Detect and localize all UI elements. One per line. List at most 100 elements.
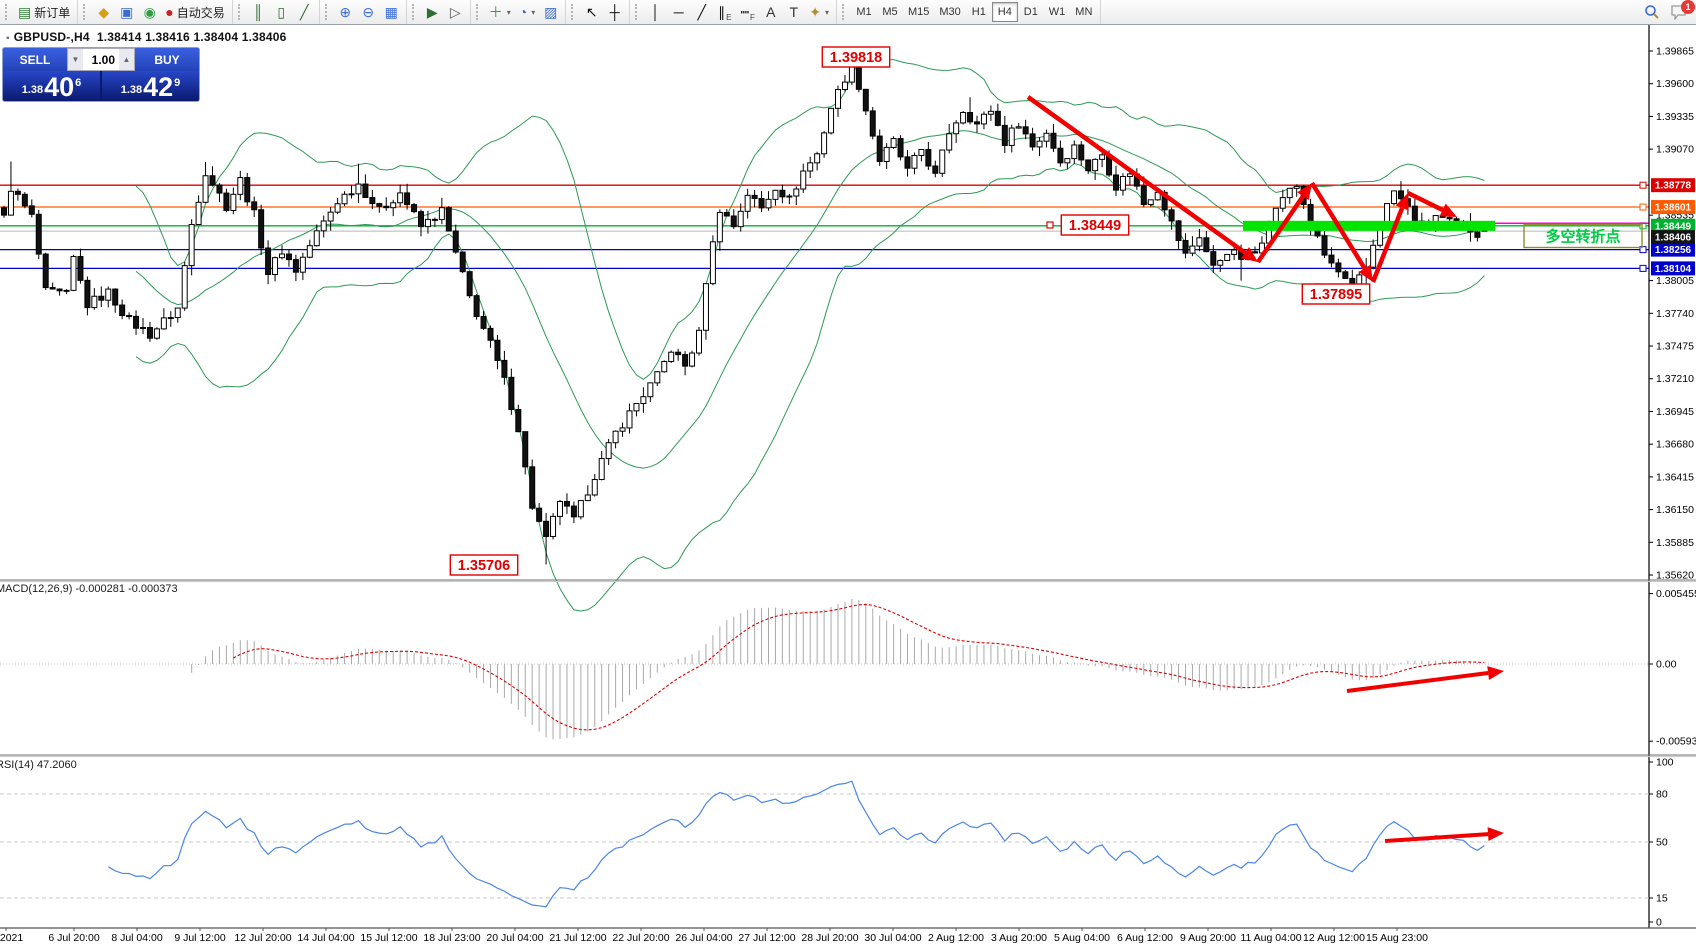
svg-text:15: 15 — [1656, 893, 1668, 905]
price-axis[interactable]: 1.398651.396001.393351.390701.385351.380… — [1648, 24, 1696, 946]
timeframe-mn-button[interactable]: MN — [1070, 2, 1097, 22]
timeframe-m15-button[interactable]: M15 — [903, 2, 934, 22]
trend-arrows — [1026, 95, 1457, 283]
shapes-icon[interactable]: ✦ ▾ — [805, 2, 833, 23]
rsi-arrow — [1384, 827, 1504, 843]
svg-text:1.37475: 1.37475 — [1656, 341, 1694, 353]
svg-text:1.38005: 1.38005 — [1656, 275, 1694, 287]
crosshair-icon[interactable]: ┼ — [603, 2, 626, 23]
timeframe-m5-button[interactable]: M5 — [877, 2, 903, 22]
svg-text:-0.005938: -0.005938 — [1656, 736, 1696, 748]
channel-icon[interactable]: ∥ E — [713, 2, 736, 23]
chart-shift-icon[interactable]: ▷ — [444, 2, 467, 23]
svg-text:9 Aug 20:00: 9 Aug 20:00 — [1180, 932, 1236, 944]
svg-text:2 Aug 12:00: 2 Aug 12:00 — [928, 932, 984, 944]
magnet-icon[interactable]: ◆ — [92, 2, 115, 23]
symbol-ohlc: 1.38414 1.38416 1.38404 1.38406 — [96, 30, 287, 44]
bollinger-bands — [135, 58, 1485, 612]
timeframe-m1-button[interactable]: M1 — [851, 2, 877, 22]
svg-text:30 Jul 04:00: 30 Jul 04:00 — [864, 932, 921, 944]
svg-text:3 Aug 20:00: 3 Aug 20:00 — [991, 932, 1047, 944]
volume-increase-button[interactable]: ▲ — [119, 49, 134, 70]
svg-text:80: 80 — [1656, 789, 1668, 801]
svg-text:1.38406: 1.38406 — [1655, 233, 1692, 244]
volume-decrease-button[interactable]: ▼ — [68, 49, 83, 70]
cursor-icon[interactable]: ↖ — [580, 2, 603, 23]
zoom-out-icon[interactable]: ⊖ — [357, 2, 380, 23]
svg-text:18 Jul 23:00: 18 Jul 23:00 — [423, 932, 480, 944]
note-text: 多空转折点 — [1545, 228, 1620, 246]
trendline-icon: ╱ — [697, 4, 706, 20]
bar-chart-icon[interactable]: ║ — [247, 2, 270, 23]
zoom-out-icon: ⊖ — [362, 4, 375, 20]
chat-icon[interactable]: 1 — [1670, 0, 1695, 20]
svg-text:1.37740: 1.37740 — [1656, 308, 1694, 320]
macd-pane: MACD(12,26,9) -0.000281 -0.000373 0.00545… — [0, 579, 1696, 748]
green-zone-band — [1243, 220, 1495, 231]
svg-text:50: 50 — [1656, 837, 1668, 849]
buy-price[interactable]: 1.38 42 9 — [120, 72, 181, 102]
crosshair-icon: ┼ — [609, 4, 620, 20]
svg-text:1.39070: 1.39070 — [1656, 144, 1694, 156]
text-icon[interactable]: A — [759, 2, 782, 23]
time-axis[interactable]: ul 2021 6 Jul 20:00 8 Jul 04:00 9 Jul 12:00… — [0, 927, 1696, 944]
rsi-line — [107, 780, 1485, 908]
trendline-icon[interactable]: ╱ — [690, 2, 713, 23]
chart-shift-icon: ▷ — [449, 4, 461, 20]
svg-text:1.35620: 1.35620 — [1656, 570, 1694, 582]
timeframe-w1-button[interactable]: W1 — [1044, 2, 1071, 22]
main-toolbar: ▤ 新订单 ◆ ▣ ◉ ● 自动交易 ║ ▯ ╱ ⊕ ⊖ ▦ ▶ ▷ ＋ ▾ ◔ ▾ ▨ ↖ ┼ │ ─ ╱ ∥ E ┉ F A T ✦ ▾ M1… — [0, 0, 1696, 25]
main-chart-pane: 1.39818 1.38449 1.37895 1.35706 多空转折点 — [0, 46, 1649, 612]
period-clock-icon[interactable]: ◔ ▾ — [515, 2, 539, 23]
svg-text:1.36945: 1.36945 — [1656, 406, 1694, 418]
auto-scroll-icon: ▶ — [426, 4, 438, 20]
line-chart-icon[interactable]: ╱ — [293, 2, 316, 23]
hline-icon[interactable]: ─ — [667, 2, 690, 23]
cursor-icon: ↖ — [585, 4, 598, 20]
candlestick-icon[interactable]: ▯ — [270, 2, 293, 23]
template-icon[interactable]: ▨ — [539, 2, 562, 23]
signals-icon[interactable]: ◉ — [138, 2, 161, 23]
svg-text:1.38256: 1.38256 — [1655, 245, 1692, 256]
timeframe-m30-button[interactable]: M30 — [934, 2, 965, 22]
sell-button[interactable]: SELL — [3, 48, 67, 71]
chart-title: ▪ GBPUSD-,H4 1.38414 1.38416 1.38404 1.38… — [6, 30, 287, 44]
price-divider — [100, 71, 102, 101]
macd-signal-line — [233, 603, 1485, 731]
svg-text:1.36150: 1.36150 — [1656, 504, 1694, 516]
line-chart-icon: ╱ — [300, 4, 309, 20]
new-order-button[interactable]: ▤ 新订单 — [14, 2, 74, 23]
add-indicator-icon: ＋ — [488, 4, 503, 20]
tile-windows-icon[interactable]: ▦ — [380, 2, 403, 23]
fibonacci-icon[interactable]: ┉ F — [736, 2, 759, 23]
channel-icon: ∥ — [718, 4, 726, 20]
vline-icon[interactable]: │ — [644, 2, 667, 23]
volume-value[interactable]: 1.00 — [91, 52, 115, 67]
buy-button[interactable]: BUY — [135, 48, 199, 71]
svg-text:1.36415: 1.36415 — [1656, 471, 1694, 483]
timeframe-h1-button[interactable]: H1 — [966, 2, 992, 22]
add-indicator-icon[interactable]: ＋ ▾ — [485, 2, 515, 23]
label-icon[interactable]: T — [782, 2, 805, 23]
sell-price[interactable]: 1.38 40 6 — [21, 72, 82, 102]
search-icon[interactable] — [1644, 4, 1660, 20]
volume-stepper[interactable]: ▼ 1.00 ▲ — [67, 48, 135, 71]
svg-text:1.38778: 1.38778 — [1655, 181, 1692, 192]
experts-icon: ▣ — [120, 4, 134, 20]
svg-text:9 Jul 12:00: 9 Jul 12:00 — [174, 932, 226, 944]
one-click-trading-panel: SELL ▼ 1.00 ▲ BUY 1.38 40 6 1.38 42 9 — [2, 47, 200, 102]
svg-text:12 Jul 20:00: 12 Jul 20:00 — [234, 932, 291, 944]
timeframe-h4-button[interactable]: H4 — [991, 2, 1018, 22]
svg-text:1.38104: 1.38104 — [1655, 264, 1692, 275]
auto-scroll-icon[interactable]: ▶ — [421, 2, 444, 23]
svg-text:26 Jul 04:00: 26 Jul 04:00 — [675, 932, 732, 944]
experts-icon[interactable]: ▣ — [115, 2, 138, 23]
symbol-name: GBPUSD-,H4 — [13, 30, 90, 44]
timeframe-d1-button[interactable]: D1 — [1018, 2, 1044, 22]
autotrading-button[interactable]: ● 自动交易 — [161, 2, 228, 23]
svg-text:14 Jul 04:00: 14 Jul 04:00 — [297, 932, 354, 944]
svg-text:0.005455: 0.005455 — [1656, 588, 1696, 600]
zoom-in-icon[interactable]: ⊕ — [334, 2, 357, 23]
